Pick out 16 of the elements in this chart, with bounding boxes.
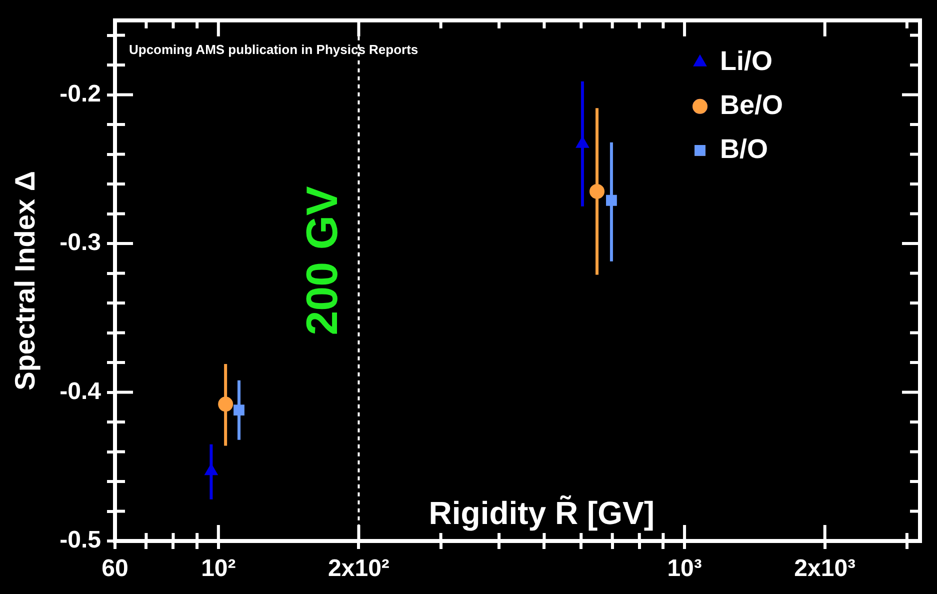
legend-label: Be/O	[720, 90, 784, 120]
y-axis-title: Spectral Index Δ	[10, 171, 41, 390]
legend-label: B/O	[720, 134, 768, 164]
x-axis-title: Rigidity R̃ [GV]	[428, 494, 655, 531]
y-tick-label: -0.3	[60, 229, 101, 256]
y-tick-label: -0.2	[60, 80, 101, 108]
legend-label: Li/O	[720, 46, 772, 76]
x-tick-label: 10³	[667, 555, 702, 582]
y-tick-label: -0.4	[60, 378, 102, 405]
x-tick-label: 60	[102, 555, 128, 582]
x-tick-label: 2x10³	[794, 555, 856, 582]
x-tick-label: 2x10²	[328, 555, 390, 582]
annotation: Upcoming AMS publication in Physics Reports	[129, 42, 418, 57]
y-tick-label: -0.5	[60, 526, 101, 554]
ref-line-label: 200 GV	[298, 185, 347, 336]
x-tick-label: 10²	[201, 555, 236, 582]
